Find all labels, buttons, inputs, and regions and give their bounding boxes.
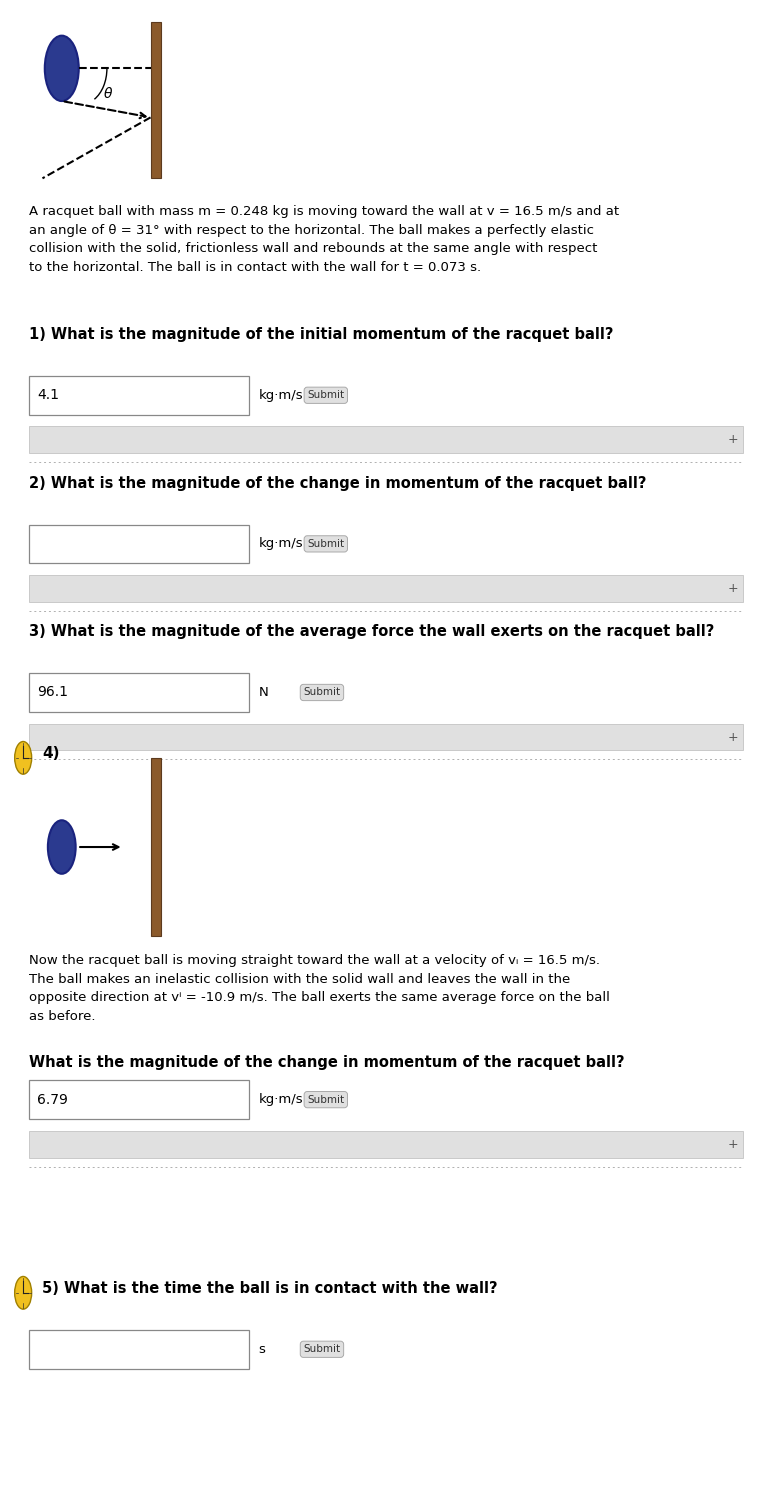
Text: +: +	[727, 583, 738, 594]
Text: s: s	[259, 1343, 266, 1355]
Bar	[29, 1131, 743, 1158]
Bar	[29, 724, 743, 750]
Circle shape	[45, 36, 79, 101]
Text: 6.79: 6.79	[37, 1092, 68, 1107]
Bar	[29, 673, 249, 712]
Text: A racquet ball with mass m = 0.248 kg is moving toward the wall at v = 16.5 m/s : A racquet ball with mass m = 0.248 kg is…	[29, 205, 619, 273]
Text: +: +	[727, 1138, 738, 1150]
Bar	[29, 1080, 249, 1119]
Bar	[29, 1330, 249, 1369]
Circle shape	[15, 742, 32, 774]
Text: +: +	[727, 731, 738, 743]
Bar	[151, 22, 161, 178]
Bar	[151, 758, 161, 936]
Text: What is the magnitude of the change in momentum of the racquet ball?: What is the magnitude of the change in m…	[29, 1055, 625, 1070]
Text: $\theta$: $\theta$	[103, 86, 113, 101]
Circle shape	[48, 820, 76, 874]
Text: 1) What is the magnitude of the initial momentum of the racquet ball?: 1) What is the magnitude of the initial …	[29, 327, 614, 342]
Bar	[29, 426, 743, 453]
Text: 4): 4)	[42, 746, 60, 761]
Text: Submit: Submit	[307, 1095, 344, 1104]
Text: Submit: Submit	[303, 1345, 340, 1354]
Text: Submit: Submit	[307, 391, 344, 400]
Bar	[29, 376, 249, 415]
Text: +: +	[727, 434, 738, 446]
Text: Submit: Submit	[303, 688, 340, 697]
Text: 3) What is the magnitude of the average force the wall exerts on the racquet bal: 3) What is the magnitude of the average …	[29, 624, 715, 639]
Text: 5) What is the time the ball is in contact with the wall?: 5) What is the time the ball is in conta…	[42, 1281, 498, 1296]
Text: kg·m/s: kg·m/s	[259, 389, 303, 401]
Bar	[29, 575, 743, 602]
Text: Submit: Submit	[307, 539, 344, 548]
Text: 4.1: 4.1	[37, 388, 59, 403]
Bar	[29, 525, 249, 563]
Text: 2) What is the magnitude of the change in momentum of the racquet ball?: 2) What is the magnitude of the change i…	[29, 476, 647, 490]
Text: kg·m/s: kg·m/s	[259, 1094, 303, 1106]
Text: 96.1: 96.1	[37, 685, 68, 700]
Text: Now the racquet ball is moving straight toward the wall at a velocity of vᵢ = 16: Now the racquet ball is moving straight …	[29, 954, 610, 1022]
Text: N: N	[259, 687, 269, 698]
Text: kg·m/s: kg·m/s	[259, 538, 303, 550]
Circle shape	[15, 1276, 32, 1309]
